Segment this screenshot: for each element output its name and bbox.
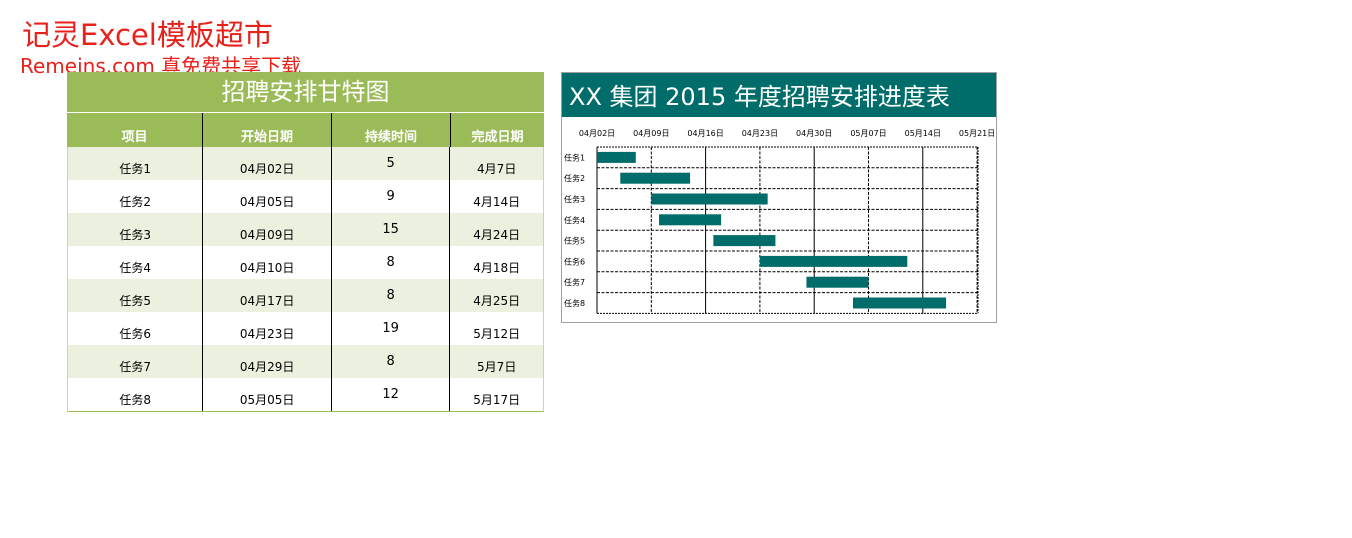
cell-start-date: 04月05日	[203, 180, 332, 213]
gantt-bar	[651, 193, 768, 205]
header-item: 项目	[67, 113, 203, 147]
cell-item: 任务1	[68, 147, 204, 180]
header-end-date: 完成日期	[471, 130, 524, 145]
table-row: 任务4 04月10日 8 4月18日	[68, 246, 543, 279]
gantt-bar	[713, 235, 776, 247]
y-category-label: 任务3	[564, 194, 585, 204]
cell-item: 任务2	[68, 180, 204, 213]
table-row: 任务6 04月23日 19 5月12日	[68, 312, 543, 345]
table-title: 招聘安排甘特图	[67, 72, 544, 113]
table-body: 任务1 04月02日 5 4月7日任务2 04月05日 9 4月14日任务3 04月09日 15…	[67, 147, 544, 412]
cell-item: 任务4	[68, 246, 204, 279]
x-tick-label: 05月21日	[959, 129, 995, 138]
cell-start-date: 04月29日	[203, 345, 332, 378]
y-category-label: 任务5	[564, 236, 585, 246]
recruitment-table: 招聘安排甘特图 项目 开始日期 持续时间 完成日期 任务1 04月02日 5 4月7日…	[67, 72, 544, 412]
cell-start-date: 04月02日	[203, 147, 332, 180]
y-category-label: 任务4	[564, 215, 585, 225]
cell-item: 任务8	[68, 378, 204, 411]
header-start-date: 开始日期	[203, 113, 332, 147]
watermark-title: 记灵Excel模板超市	[22, 18, 273, 52]
cell-start-date: 05月05日	[203, 378, 332, 411]
cell-duration: 8	[332, 345, 451, 378]
y-category-label: 任务7	[564, 277, 585, 287]
cell-end-date: 5月12日	[473, 327, 521, 341]
cell-duration: 8	[332, 279, 451, 312]
cell-duration: 9	[332, 180, 451, 213]
y-category-label: 任务6	[564, 256, 585, 266]
cell-end-date: 4月7日	[477, 162, 517, 176]
cell-duration: 5	[332, 147, 451, 180]
gantt-svg: 04月02日 04月09日 04月16日 04月23日 04月30日 05月07日 05月1…	[564, 129, 995, 314]
cell-duration: 19	[332, 312, 451, 345]
cell-end-date: 5月7日	[477, 360, 517, 374]
cell-start-date: 04月17日	[203, 279, 332, 312]
cell-end-date: 4月25日	[473, 294, 521, 308]
x-tick-label: 05月14日	[905, 129, 941, 138]
cell-item: 任务7	[68, 345, 204, 378]
x-tick-label: 04月09日	[633, 129, 669, 138]
y-category-label: 任务8	[564, 298, 585, 308]
y-category-label: 任务1	[564, 152, 585, 162]
gantt-bar	[620, 172, 691, 184]
x-tick-label: 04月16日	[687, 129, 723, 138]
table-row: 任务3 04月09日 15 4月24日	[68, 213, 543, 246]
cell-end-date: 4月24日	[473, 228, 521, 242]
table-row: 任务2 04月05日 9 4月14日	[68, 180, 543, 213]
cell-start-date: 04月23日	[203, 312, 332, 345]
gantt-bar	[659, 214, 722, 226]
table-header-row: 项目 开始日期 持续时间 完成日期	[67, 113, 544, 147]
cell-end-date: 4月18日	[473, 261, 521, 275]
cell-item: 任务3	[68, 213, 204, 246]
cell-start-date: 04月10日	[203, 246, 332, 279]
cell-end-date: 4月14日	[473, 195, 521, 209]
table-row: 任务8 05月05日 12 5月17日	[68, 378, 543, 411]
x-tick-label: 04月23日	[742, 129, 778, 138]
gantt-bar	[852, 297, 947, 309]
cell-duration: 8	[332, 246, 451, 279]
table-row: 任务7 04月29日 8 5月7日	[68, 345, 543, 378]
gantt-chart: XX 集团 2015 年度招聘安排进度表 04月02日 04月09日 04月16日 0…	[561, 72, 997, 323]
x-tick-label: 05月07日	[850, 129, 886, 138]
cell-duration: 12	[332, 378, 451, 411]
x-tick-label: 04月30日	[796, 129, 832, 138]
cell-end-date: 5月17日	[473, 393, 521, 407]
table-row: 任务5 04月17日 8 4月25日	[68, 279, 543, 312]
y-category-label: 任务2	[564, 173, 585, 183]
cell-item: 任务6	[68, 312, 204, 345]
gantt-bar	[597, 151, 636, 163]
header-duration: 持续时间	[332, 113, 451, 147]
chart-title: XX 集团 2015 年度招聘安排进度表	[562, 73, 996, 117]
gantt-bar	[806, 276, 869, 288]
cell-item: 任务5	[68, 279, 204, 312]
table-row: 任务1 04月02日 5 4月7日	[68, 147, 543, 180]
cell-start-date: 04月09日	[203, 213, 332, 246]
cell-duration: 15	[332, 213, 451, 246]
gantt-bar	[759, 255, 908, 267]
x-tick-label: 04月02日	[579, 129, 615, 138]
